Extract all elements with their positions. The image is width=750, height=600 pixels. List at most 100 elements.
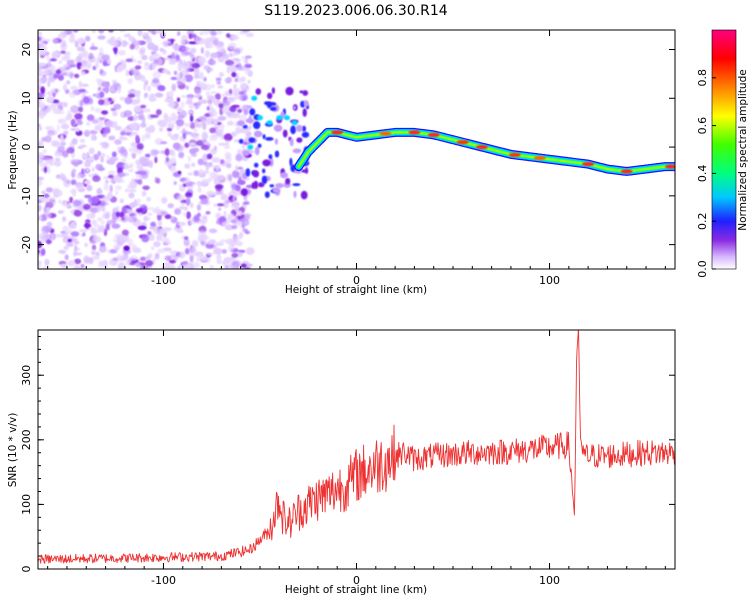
heatmap-cell [151,62,156,70]
heatmap-cell [197,230,207,238]
heatmap-cell [54,151,59,157]
heatmap-cell [183,260,188,266]
heatmap-cell [246,105,252,109]
heatmap-cell [131,243,137,251]
heatmap-cell [225,238,234,245]
heatmap-cell [238,138,244,144]
heatmap-cell [245,168,251,177]
heatmap-cell [117,49,126,56]
heatmap-cell [190,47,197,54]
heatmap-cell [191,261,200,269]
heatmap-cell [107,191,113,199]
heatmap-cell [56,110,65,115]
heatmap-cell [92,219,97,227]
heatmap-cell [94,125,103,131]
heatmap-cell [143,64,150,71]
heatmap-cell [89,130,98,135]
heatmap-cell [153,241,161,248]
heatmap-cell [85,35,91,42]
snr-series-line [38,330,675,564]
heatmap-cell [200,99,208,104]
heatmap-cell [203,113,210,118]
heatmap-cell [91,30,96,34]
heatmap-cell [209,127,217,134]
heatmap-cell [145,126,154,133]
heatmap-ridge-peaks [295,129,675,175]
heatmap-ridge-peak [476,145,488,150]
heatmap-cell [257,115,263,121]
heatmap-cell [63,102,68,108]
heatmap-cell [135,174,140,179]
heatmap-cell [102,59,108,67]
heatmap-cell [38,102,46,109]
heatmap-cell [213,203,218,207]
heatmap-cell [40,86,46,95]
heatmap-cell [245,118,255,124]
heatmap-cell [41,238,47,243]
heatmap-cell [210,52,219,59]
heatmap-cell [132,59,137,63]
colorbar: 0.0 0.2 0.4 0.6 0.8 Normalized spectral ampl… [696,29,749,278]
heatmap-cell [224,199,232,204]
heatmap-cell [171,151,176,158]
heatmap-cell [128,192,135,199]
heatmap-cell [107,174,114,179]
heatmap-cell [72,200,82,207]
heatmap-cell [102,126,111,134]
heatmap-cell [225,162,232,169]
heatmap-cell [169,250,178,254]
heatmap-cell [68,36,76,43]
heatmap-cell [220,159,225,165]
heatmap-cell [98,260,104,268]
heatmap-cell [70,85,78,91]
heatmap-cell [100,110,109,115]
heatmap-xtick-label: 100 [539,274,560,287]
heatmap-cell [196,256,200,262]
heatmap-cell [55,157,61,161]
heatmap-cell [152,71,162,79]
snr-ytick-label: 200 [20,429,33,450]
heatmap-cell [95,252,100,257]
heatmap-cell [119,96,126,101]
heatmap-cell [267,92,273,100]
heatmap-cell [139,170,147,175]
heatmap-cell [198,168,204,177]
heatmap-cell [235,64,240,68]
heatmap-cell [186,181,190,187]
heatmap-cell [76,120,83,126]
heatmap-cell [207,193,213,198]
heatmap-cell [184,142,190,148]
heatmap-cell [221,93,225,97]
heatmap-cell [109,184,113,193]
heatmap-cell [168,61,177,65]
heatmap-cell [184,163,191,169]
heatmap-cell [44,259,49,265]
heatmap-cell [159,47,164,52]
heatmap-cell [74,73,80,79]
heatmap-ridge-peak [331,130,344,135]
heatmap-cell [111,151,117,158]
heatmap-cell [215,165,220,172]
heatmap-cell [176,97,181,102]
heatmap-cell [150,149,159,157]
heatmap-cell [113,47,118,55]
heatmap-cell [145,259,154,267]
heatmap-cells [38,30,310,269]
heatmap-cell [92,65,97,71]
heatmap-cell [186,60,190,69]
heatmap-cell [193,102,199,107]
heatmap-cell [83,129,91,137]
heatmap-cell [186,30,194,36]
heatmap-cell [38,36,42,42]
heatmap-cell [237,148,242,156]
heatmap-cell [39,214,48,222]
heatmap-cell [194,214,199,219]
heatmap-cell [157,85,165,91]
heatmap-cell [174,133,179,137]
heatmap-cell [206,95,215,101]
heatmap-cell [218,129,224,135]
heatmap-cell [38,84,41,91]
heatmap-cell [150,246,155,250]
heatmap-cell [201,181,208,188]
heatmap-cell [108,135,116,141]
